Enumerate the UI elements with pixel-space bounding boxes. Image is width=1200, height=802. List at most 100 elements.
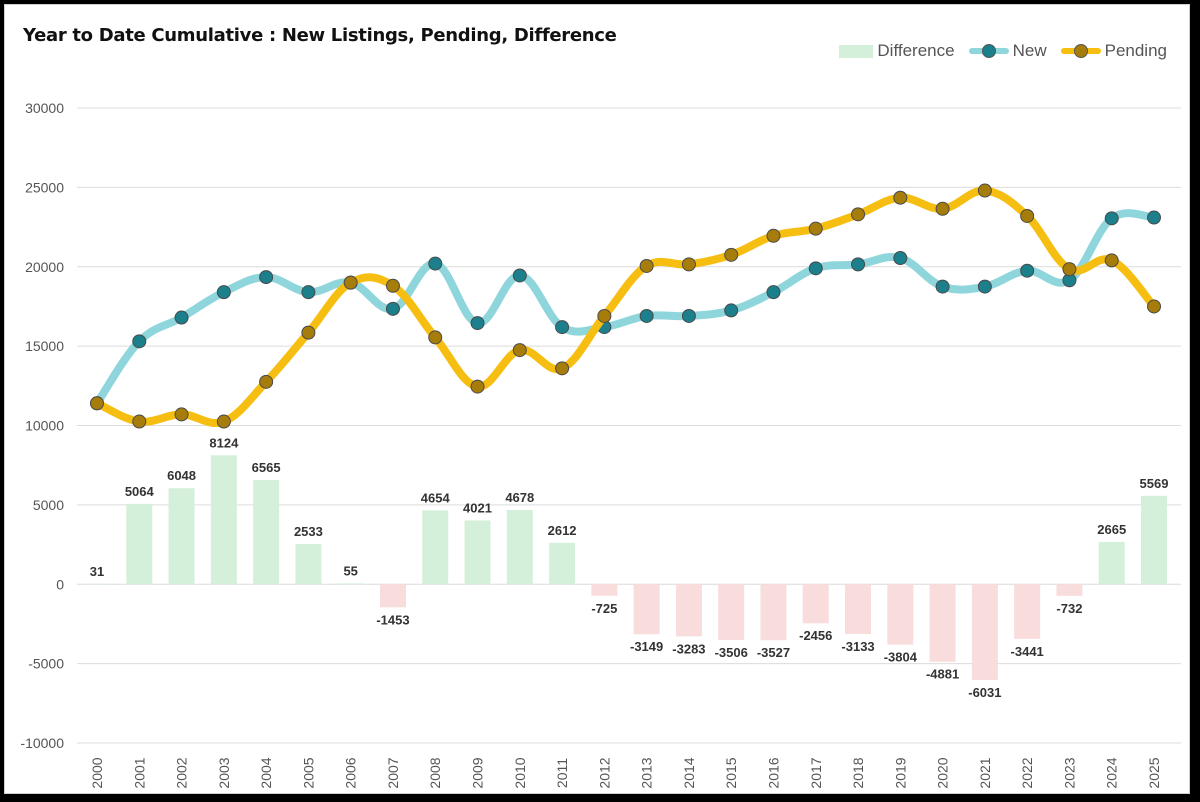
point-new	[935, 279, 950, 294]
point-new	[851, 257, 866, 272]
bar-difference	[253, 480, 280, 585]
point-pending	[174, 407, 189, 422]
point-pending	[639, 258, 654, 273]
bar-difference	[1141, 495, 1167, 585]
x-tick-label: 2013	[639, 757, 655, 788]
data-label-difference: 8124	[209, 435, 239, 450]
point-pending	[470, 379, 485, 394]
point-new	[385, 301, 400, 316]
bar-difference	[1056, 584, 1083, 596]
x-tick-label: 2012	[596, 757, 612, 788]
bar-difference	[887, 584, 914, 645]
point-pending	[90, 396, 104, 411]
data-label-difference: 2665	[1097, 522, 1126, 537]
point-pending	[428, 330, 443, 345]
bar-difference	[1014, 584, 1041, 639]
y-tick-label: 5000	[33, 497, 64, 513]
x-tick-label: 2000	[89, 757, 105, 788]
x-tick-label: 2006	[343, 757, 359, 788]
bar-difference	[337, 583, 364, 585]
x-tick-label: 2016	[765, 757, 781, 788]
data-label-difference: -3149	[630, 639, 663, 654]
x-tick-label: 2002	[174, 757, 190, 788]
data-label-difference: -3527	[757, 645, 790, 660]
point-pending	[555, 361, 570, 376]
x-tick-label: 2014	[681, 757, 697, 788]
data-label-difference: 4654	[421, 490, 451, 505]
point-pending	[343, 275, 358, 290]
x-tick-label: 2001	[131, 757, 147, 788]
data-label-difference: -3133	[841, 639, 874, 654]
data-label-difference: 5569	[1140, 476, 1169, 491]
legend-swatch-difference	[839, 44, 874, 58]
data-label-difference: 2612	[548, 523, 577, 538]
data-label-difference: -732	[1056, 601, 1082, 616]
point-pending	[766, 228, 781, 243]
x-tick-label: 2023	[1061, 757, 1077, 788]
y-tick-label: -10000	[20, 735, 64, 751]
data-label-difference: 31	[90, 564, 104, 579]
x-tick-label: 2020	[935, 757, 951, 788]
legend-item-difference[interactable]: Difference	[839, 41, 955, 61]
x-tick-label: 2021	[977, 757, 993, 788]
y-tick-label: 30000	[25, 100, 64, 116]
point-pending	[893, 190, 908, 205]
legend-label-difference: Difference	[877, 41, 955, 60]
plot-area: 30000 25000 20000 15000 10000 5000 0 -5000 -1000…	[20, 100, 1181, 789]
data-label-difference: -4881	[926, 667, 959, 682]
data-label-difference: -3283	[672, 641, 705, 656]
point-new	[301, 285, 316, 300]
data-label-difference: 55	[343, 563, 357, 578]
point-pending	[259, 374, 274, 389]
bar-difference	[1098, 541, 1125, 585]
data-label-difference: -3804	[884, 650, 918, 665]
x-tick-label: 2008	[427, 757, 443, 788]
chart-frame: Year to Date Cumulative : New Listings, …	[4, 4, 1190, 794]
point-new	[428, 256, 443, 271]
point-pending	[1020, 208, 1035, 223]
bar-difference	[929, 584, 956, 662]
point-pending	[1062, 262, 1077, 277]
data-label-difference: -3506	[715, 645, 748, 660]
y-tick-label: 0	[56, 576, 64, 592]
point-pending	[1147, 299, 1161, 314]
bar-difference	[760, 584, 787, 641]
data-label-difference: -725	[591, 601, 617, 616]
point-new	[1147, 210, 1161, 225]
chart-title: Year to Date Cumulative : New Listings, …	[23, 25, 617, 46]
data-label-difference: 6048	[167, 468, 196, 483]
y-tick-label: 15000	[25, 338, 64, 354]
point-new	[766, 285, 781, 300]
data-label-difference: -3441	[1011, 644, 1044, 659]
data-label-difference: 6565	[252, 460, 281, 475]
bar-difference	[422, 510, 449, 585]
point-pending	[977, 183, 992, 198]
x-tick-label: 2005	[300, 757, 316, 788]
chart-legend: Difference New Pending	[839, 41, 1167, 61]
x-tick-label: 2010	[512, 757, 528, 788]
bar-difference	[126, 503, 153, 585]
x-tick-label: 2004	[258, 757, 274, 788]
data-label-difference: 2533	[294, 524, 323, 539]
data-label-difference: -2456	[799, 628, 832, 643]
x-tick-label: 2007	[385, 757, 401, 788]
point-new	[808, 261, 823, 276]
point-pending	[301, 325, 316, 340]
legend-item-pending[interactable]: Pending	[1060, 41, 1167, 61]
bar-difference	[718, 584, 745, 640]
point-pending	[724, 247, 739, 262]
bar-difference	[971, 584, 998, 680]
bar-difference	[549, 542, 576, 585]
point-pending	[681, 257, 696, 272]
point-new	[977, 279, 992, 294]
legend-item-new[interactable]: New	[968, 41, 1047, 61]
point-new	[512, 268, 527, 283]
data-label-difference: 4021	[463, 500, 492, 515]
bar-difference	[210, 455, 237, 585]
legend-swatch-pending	[1060, 44, 1101, 58]
bar-difference	[675, 584, 702, 637]
y-tick-label: -5000	[28, 656, 64, 672]
point-new	[1020, 263, 1035, 278]
y-tick-label: 25000	[25, 179, 64, 195]
point-new	[724, 303, 739, 318]
